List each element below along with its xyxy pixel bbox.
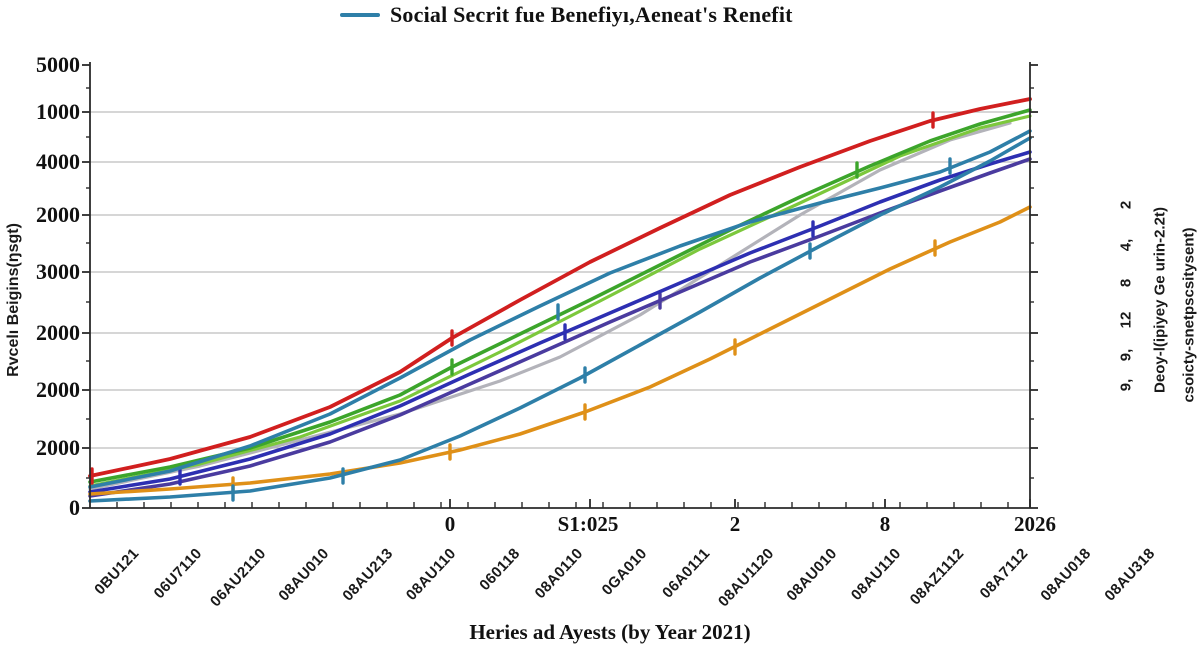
right-axis-number: 8 [1117, 278, 1135, 288]
y-axis-title: Rvcelı Beigins(ŋsgt) [5, 223, 22, 377]
x-tick-label: 0 [444, 512, 456, 536]
y-tick-label: 3000 [36, 259, 80, 284]
right-axis-number: 9, [1117, 378, 1135, 392]
y-tick-label: 2000 [36, 435, 80, 460]
x-axis-title: Heries ad Ayests (by Year 2021) [469, 620, 751, 644]
green-series-line [88, 108, 1032, 484]
gray-series-line [88, 121, 1012, 491]
legend-label: Social Secrit fue Benefiyı,Aeneat's Rene… [390, 2, 793, 27]
x-tick-label: 8 [879, 512, 891, 536]
y-tick-label: 2000 [36, 320, 80, 345]
x-tick-label: S1:025 [557, 512, 619, 536]
legend: Social Secrit fue Benefiyı,Aeneat's Rene… [340, 2, 793, 28]
orange-series-line [88, 205, 1032, 496]
light-green-series-line [88, 114, 1032, 488]
y-tick-label: 5000 [36, 52, 80, 77]
legend-line-sample [340, 13, 380, 17]
purple-series-line [88, 157, 1032, 498]
social-security-benefit-upper-line [88, 129, 1032, 489]
y-tick-label: 1000 [36, 99, 80, 124]
y-tick-label: 2000 [36, 202, 80, 227]
right-axis-title-line-1: Deoy-l(ipiyey Ge urin-2.2t) [1151, 207, 1169, 393]
navy-series-line [88, 150, 1032, 494]
red-series-line [88, 97, 1032, 478]
y-tick-label: 0 [69, 495, 80, 520]
right-axis-title-line-2: csoicty-snetpscsitysent) [1180, 227, 1198, 403]
y-tick-label: 4000 [36, 149, 80, 174]
social-security-benefit-lower-line [88, 136, 1032, 503]
y-tick-label: 2000 [36, 377, 80, 402]
right-axis-number: 2 [1117, 200, 1135, 210]
right-axis-number: 9, [1117, 348, 1135, 362]
right-axis-number: 12 [1117, 311, 1135, 329]
x-tick-label: 2 [729, 512, 741, 536]
x-tick-label: 2026 [1014, 512, 1056, 536]
right-axis-number: 4, [1117, 238, 1135, 252]
